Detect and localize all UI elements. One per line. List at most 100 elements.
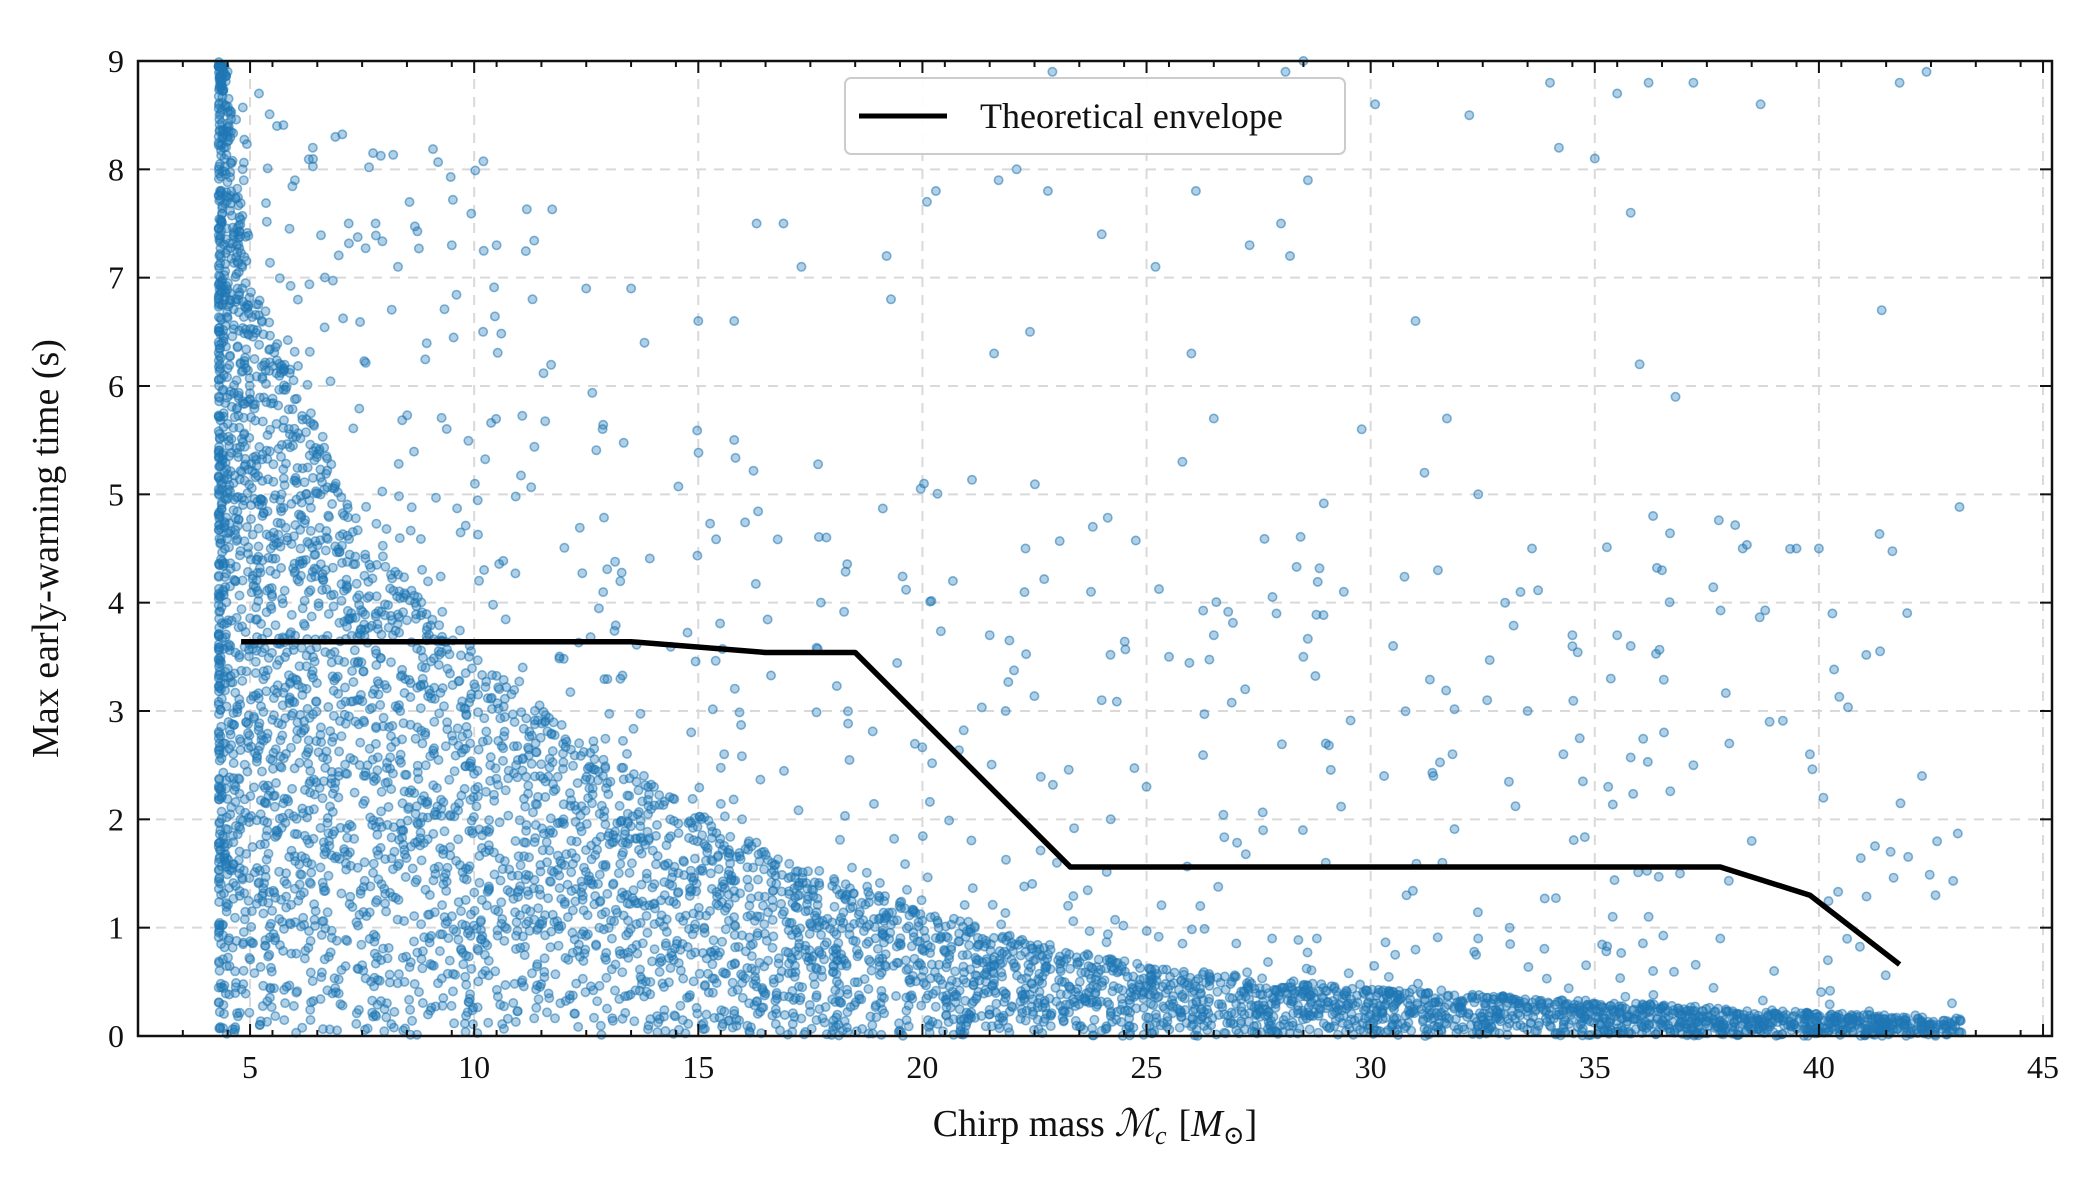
scatter-point: [415, 703, 426, 714]
scatter-point: [472, 781, 483, 792]
scatter-point: [564, 993, 575, 1004]
scatter-point: [473, 689, 484, 700]
scatter-point: [535, 889, 546, 900]
scatter-point: [244, 373, 255, 384]
scatter-point: [291, 987, 302, 998]
scatter-point: [827, 917, 838, 928]
scatter-point: [444, 774, 455, 785]
scatter-point: [519, 950, 530, 961]
scatter-point: [320, 923, 331, 934]
scatter-point: [341, 864, 352, 875]
scatter-point: [442, 663, 453, 674]
scatter-point: [723, 1015, 734, 1026]
scatter-point: [315, 535, 326, 546]
scatter-point: [767, 942, 778, 953]
scatter-point: [320, 564, 331, 575]
scatter-point: [588, 1012, 599, 1023]
scatter-point: [879, 1008, 890, 1019]
scatter-point: [303, 925, 314, 936]
scatter-point: [1476, 1011, 1487, 1022]
scatter-point: [393, 969, 404, 980]
scatter-point: [947, 986, 958, 997]
scatter-point: [213, 570, 224, 581]
scatter-point: [757, 984, 768, 995]
scatter-point: [649, 944, 660, 955]
scatter-point: [865, 1011, 876, 1022]
scatter-point: [274, 813, 285, 824]
scatter-point: [244, 394, 255, 405]
scatter-point: [533, 994, 544, 1005]
scatter-point: [658, 921, 669, 932]
scatter-point: [379, 599, 390, 610]
scatter-point: [708, 935, 719, 946]
scatter-point: [429, 743, 440, 754]
scatter-point: [804, 999, 815, 1010]
scatter-point: [413, 986, 424, 997]
scatter-point: [305, 1014, 316, 1025]
scatter-point: [730, 921, 741, 932]
scatter-point: [863, 936, 874, 947]
scatter-point: [1728, 1017, 1739, 1028]
scatter-point: [624, 790, 635, 801]
scatter-point: [311, 706, 322, 717]
scatter-point: [686, 872, 697, 883]
scatter-point: [299, 620, 310, 631]
scatter-point: [692, 1008, 703, 1019]
scatter-point: [226, 802, 237, 813]
scatter-point: [1320, 985, 1331, 996]
scatter-point: [376, 821, 387, 832]
scatter-point: [344, 898, 355, 909]
scatter-point: [614, 945, 625, 956]
scatter-point: [378, 943, 389, 954]
scatter-point: [1009, 962, 1020, 973]
scatter-point: [1307, 978, 1318, 989]
scatter-point: [755, 1006, 766, 1017]
scatter-point: [216, 252, 227, 263]
scatter-point: [441, 885, 452, 896]
scatter-point: [220, 457, 231, 468]
scatter-point: [417, 963, 428, 974]
scatter-point: [344, 549, 355, 560]
scatter-point: [247, 841, 258, 852]
scatter-point: [499, 935, 510, 946]
scatter-point: [491, 984, 502, 995]
scatter-point: [244, 1007, 255, 1018]
scatter-point: [324, 801, 335, 812]
scatter-point: [420, 729, 431, 740]
scatter-point: [1346, 1008, 1357, 1019]
scatter-point: [1000, 988, 1011, 999]
scatter-point: [413, 819, 424, 830]
scatter-point: [296, 510, 307, 521]
scatter-point: [539, 910, 550, 921]
scatter-point: [469, 887, 480, 898]
scatter-point: [1089, 1014, 1100, 1025]
scatter-point: [434, 708, 445, 719]
scatter-point: [677, 1015, 688, 1026]
scatter-point: [1093, 954, 1104, 965]
scatter-point: [1459, 1024, 1470, 1035]
scatter-point: [607, 1015, 618, 1026]
scatter-point: [234, 734, 245, 745]
scatter-point: [333, 974, 344, 985]
scatter-point: [559, 896, 570, 907]
scatter-point: [317, 1024, 328, 1035]
scatter-point: [539, 966, 550, 977]
scatter-point: [745, 893, 756, 904]
scatter-point: [419, 932, 430, 943]
scatter-point: [232, 701, 243, 712]
scatter-point: [1546, 1021, 1557, 1032]
scatter-point: [1045, 1021, 1056, 1032]
scatter-point: [474, 877, 485, 888]
scatter-point: [354, 590, 365, 601]
scatter-point: [302, 536, 313, 547]
scatter-point: [238, 499, 249, 510]
scatter-point: [243, 895, 254, 906]
scatter-point: [614, 994, 625, 1005]
scatter-point: [301, 661, 312, 672]
scatter-point: [573, 1021, 584, 1032]
scatter-point: [512, 1006, 523, 1017]
scatter-point: [806, 954, 817, 965]
scatter-point: [654, 790, 665, 801]
scatter-point: [453, 897, 464, 908]
scatter-point: [258, 674, 269, 685]
